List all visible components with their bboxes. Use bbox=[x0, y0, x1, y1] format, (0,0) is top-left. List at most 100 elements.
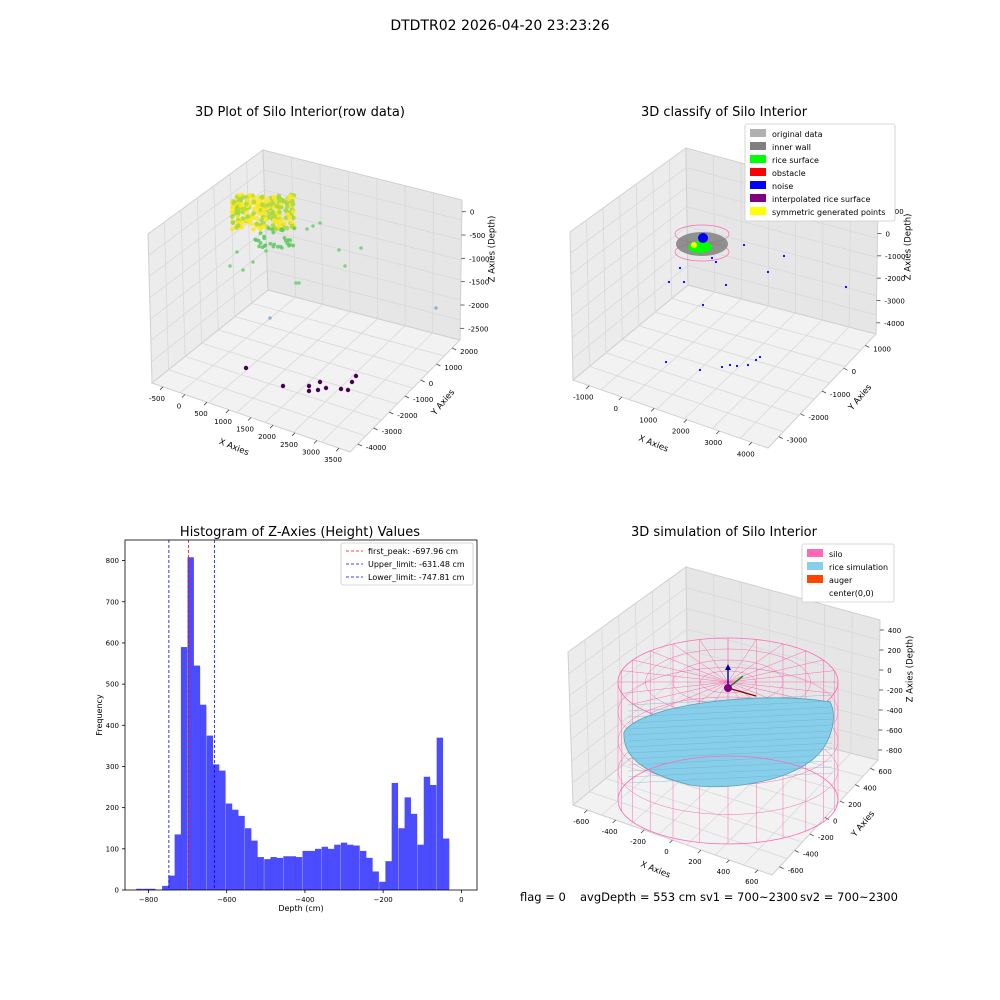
panel1-x-tick bbox=[748, 442, 753, 446]
panel3-x-tick bbox=[583, 809, 588, 814]
panel0-z-tick-label: -1500 bbox=[469, 279, 489, 287]
panel2-histogram-bar bbox=[219, 770, 226, 890]
panel3-z-axis-label: Z Axies (Depth) bbox=[905, 636, 915, 703]
panel1-noise-point bbox=[758, 355, 762, 359]
panel1-legend-label: rice surface bbox=[772, 156, 819, 165]
panel0-data-point bbox=[282, 235, 287, 240]
panel1-grid-line bbox=[605, 352, 799, 416]
panel1-grid-line bbox=[635, 183, 640, 326]
panel0-grid-line bbox=[236, 311, 351, 413]
panel0-data-point bbox=[305, 227, 309, 231]
panel1-grid-line bbox=[619, 195, 623, 340]
panel0-data-point bbox=[270, 210, 275, 216]
panel2-histogram-bar bbox=[149, 888, 156, 890]
panel0-data-point bbox=[353, 373, 359, 379]
panel0-x-axis-label: X Axies bbox=[217, 437, 250, 458]
panel3-grid-line bbox=[743, 752, 852, 866]
panel0-z-tick-label: -1000 bbox=[469, 255, 489, 263]
panel1-z-tick-label: -2000 bbox=[885, 275, 905, 283]
panel1-grid-line bbox=[656, 305, 769, 410]
panel2-histogram-bar bbox=[340, 842, 348, 890]
panel0-data-point bbox=[258, 211, 264, 217]
panel1-grid-line bbox=[571, 225, 688, 317]
panel0-grid-line bbox=[151, 269, 268, 363]
panel2-histogram-bar bbox=[200, 704, 207, 890]
panel3-silo-base bbox=[617, 755, 839, 845]
panel1-z-tick-label: -4000 bbox=[884, 320, 904, 328]
panel0-x-tick-label: 3500 bbox=[324, 456, 342, 464]
panel1-legend-label: interpolated rice surface bbox=[772, 195, 870, 204]
status-sv1: sv1 = 700~2300 bbox=[700, 890, 798, 904]
panel0-data-point bbox=[359, 246, 363, 250]
panel3-y-tick-label: 200 bbox=[848, 801, 861, 809]
panel0-data-point bbox=[276, 196, 282, 201]
panel1-grid-line bbox=[713, 155, 716, 293]
panel1-grid-line bbox=[687, 225, 877, 277]
panel2-y-tick-label: 500 bbox=[106, 681, 119, 689]
panel1-x-tick bbox=[683, 419, 688, 423]
panel3-legend bbox=[801, 543, 895, 603]
panel1-legend-swatch bbox=[750, 142, 766, 150]
panel1-x-tick-label: 4000 bbox=[737, 450, 755, 458]
panel0-y-tick-label: -4000 bbox=[366, 444, 386, 452]
panel0-data-point bbox=[349, 379, 355, 385]
panel3-rice-mesh-line bbox=[627, 754, 833, 766]
panel0-grid-line bbox=[218, 329, 413, 389]
panel2-histogram-bar bbox=[187, 557, 194, 890]
panel3-silo-spoke bbox=[727, 681, 835, 694]
panel0-data-point bbox=[283, 238, 288, 243]
panel0-data-point bbox=[238, 203, 243, 208]
panel3-grid-line bbox=[713, 574, 716, 719]
panel0-data-point bbox=[323, 385, 329, 391]
panel0-y-tick-label: 2000 bbox=[460, 348, 478, 356]
panel2-legend-label: first_peak: -697.96 cm bbox=[368, 547, 458, 556]
panel0-z-axis-label: Z Axies (Depth) bbox=[487, 216, 497, 283]
panel1-z-tick-label: -1000 bbox=[885, 253, 905, 261]
panel1-noise-point bbox=[714, 260, 718, 264]
panel1-noise-point bbox=[701, 303, 705, 307]
panel2-histogram-bar bbox=[270, 857, 277, 890]
panel1-noise-point bbox=[678, 266, 682, 270]
panel3-y-axis-label: Y Axies bbox=[849, 809, 877, 840]
panel3-rice-mesh-line bbox=[627, 772, 833, 784]
panel1-y-tick bbox=[778, 436, 783, 439]
panel1-x-tick-label: 3000 bbox=[704, 439, 722, 447]
panel1-grid-line bbox=[684, 312, 796, 420]
panel0-grid-line bbox=[267, 269, 461, 321]
panel2-histogram-bar bbox=[366, 857, 373, 890]
panel0-data-point bbox=[288, 238, 293, 243]
panel2-histogram-bar bbox=[264, 859, 271, 890]
panel0-x-tick bbox=[203, 401, 208, 406]
panel3-title: 3D simulation of Silo Interior bbox=[631, 525, 818, 540]
panel0-data-point bbox=[243, 365, 249, 371]
panel2-histogram-bar bbox=[232, 809, 239, 890]
panel0-data-point bbox=[259, 218, 264, 223]
panel3-silo-spoke bbox=[621, 681, 729, 694]
panel3-grid-line bbox=[569, 628, 688, 718]
panel0-data-point bbox=[297, 281, 301, 285]
panel1-x-tick-label: -1000 bbox=[573, 394, 593, 402]
panel0-data-point bbox=[235, 250, 239, 254]
panel0-y-tick bbox=[404, 395, 410, 399]
panel0-x-tick-label: 500 bbox=[194, 410, 207, 418]
panel0-data-point bbox=[257, 244, 261, 249]
panel3-center-axis-z-head bbox=[725, 664, 731, 670]
panel3-y-tick bbox=[779, 866, 784, 870]
panel3-center-axis-x bbox=[727, 687, 757, 697]
panel1-grid-line bbox=[686, 206, 878, 258]
panel1-grid-line bbox=[739, 326, 850, 439]
panel0-data-point bbox=[280, 383, 286, 389]
panel2-histogram-bar bbox=[430, 785, 437, 890]
panel0-y-tick-label: -1000 bbox=[413, 396, 433, 404]
panel3-y-tick-label: -600 bbox=[788, 867, 804, 875]
panel2-histogram-bar bbox=[327, 848, 335, 890]
panel3-rice-simulation bbox=[623, 697, 834, 788]
panel3-grid-line bbox=[668, 579, 672, 726]
panel0-y-axis-label: Y Axies bbox=[429, 387, 457, 418]
panel0-data-point bbox=[264, 199, 270, 204]
panel1-title: 3D classify of Silo Interior bbox=[641, 105, 808, 120]
panel3-legend-label: auger bbox=[829, 576, 853, 585]
panel3-silo-spoke bbox=[727, 643, 784, 683]
panel1-x-tick-label: 0 bbox=[614, 405, 618, 413]
panel0-grid-line bbox=[150, 229, 267, 320]
